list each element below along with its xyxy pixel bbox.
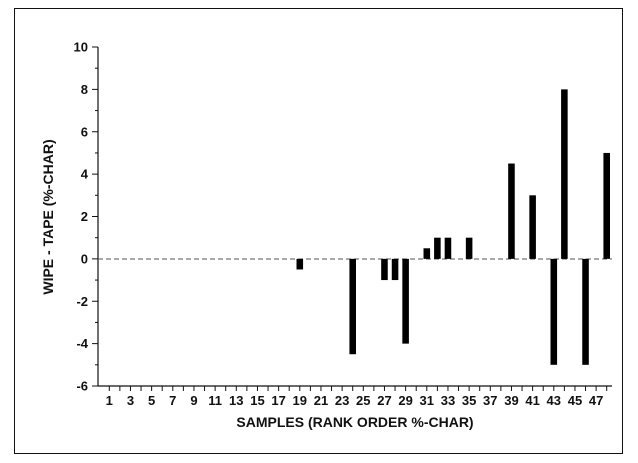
x-tick-label: 17 — [271, 393, 285, 408]
x-tick-label: 31 — [420, 393, 434, 408]
x-tick-label: 21 — [314, 393, 328, 408]
bar-sample-43 — [550, 258, 558, 365]
x-tick-label: 41 — [525, 393, 539, 408]
x-ticks: 1 3 5 7 9 11 13 15 17 19 21 23 25 27 29 31 33 35 37 39 41 43 4… — [106, 386, 608, 408]
x-tick-label: 43 — [547, 393, 561, 408]
y-ticks: -6 -4 -2 0 2 4 6 8 10 — [74, 40, 98, 394]
bar-sample-48 — [603, 152, 610, 259]
bar-sample-24 — [349, 258, 356, 355]
bar-sample-33 — [444, 237, 452, 259]
bar-sample-44 — [561, 89, 568, 259]
y-tick-label: 4 — [81, 167, 89, 182]
x-tick-label: 15 — [250, 393, 264, 408]
bar-sample-32 — [434, 237, 441, 259]
y-tick-label: 10 — [74, 40, 88, 55]
y-axis-title: WIPE - TAPE (%-CHAR) — [40, 139, 56, 294]
x-tick-label: 1 — [106, 393, 113, 408]
x-tick-label: 3 — [127, 393, 134, 408]
x-tick-label: 29 — [398, 393, 412, 408]
x-tick-label: 11 — [208, 393, 222, 408]
bar-sample-41 — [529, 195, 536, 259]
x-tick-label: 23 — [335, 393, 349, 408]
x-tick-label: 37 — [483, 393, 497, 408]
x-tick-label: 47 — [589, 393, 603, 408]
x-axis-title: SAMPLES (RANK ORDER %-CHAR) — [236, 414, 473, 430]
x-tick-label: 27 — [377, 393, 391, 408]
y-tick-label: 2 — [81, 209, 88, 224]
y-tick-label: 6 — [81, 124, 88, 139]
x-tick-label: 33 — [441, 393, 455, 408]
x-tick-label: 9 — [190, 393, 197, 408]
x-tick-label: 19 — [293, 393, 307, 408]
x-tick-label: 7 — [169, 393, 176, 408]
chart-frame: -6 -4 -2 0 2 4 6 8 10 1 3 5 7 9 11 13 15 17 19 21 23 25 27 29 3… — [14, 8, 623, 454]
x-tick-label: 35 — [462, 393, 476, 408]
bar-sample-19 — [296, 258, 304, 270]
x-tick-label: 25 — [356, 393, 370, 408]
bars — [296, 89, 610, 365]
bar-sample-46 — [582, 258, 589, 365]
x-tick-label: 13 — [229, 393, 243, 408]
x-tick-label: 45 — [568, 393, 582, 408]
y-tick-label: 0 — [81, 251, 88, 266]
bar-sample-39 — [508, 163, 515, 259]
bar-sample-35 — [465, 237, 473, 259]
x-tick-label: 5 — [148, 393, 155, 408]
bar-sample-31 — [423, 248, 431, 259]
x-tick-label: 39 — [504, 393, 518, 408]
y-tick-label: -6 — [76, 379, 88, 394]
bar-sample-27 — [381, 258, 388, 281]
y-tick-label: -4 — [76, 336, 88, 351]
y-tick-label: -2 — [76, 294, 88, 309]
y-tick-label: 8 — [81, 82, 88, 97]
bar-sample-29 — [402, 258, 409, 344]
bar-sample-28 — [391, 258, 399, 281]
